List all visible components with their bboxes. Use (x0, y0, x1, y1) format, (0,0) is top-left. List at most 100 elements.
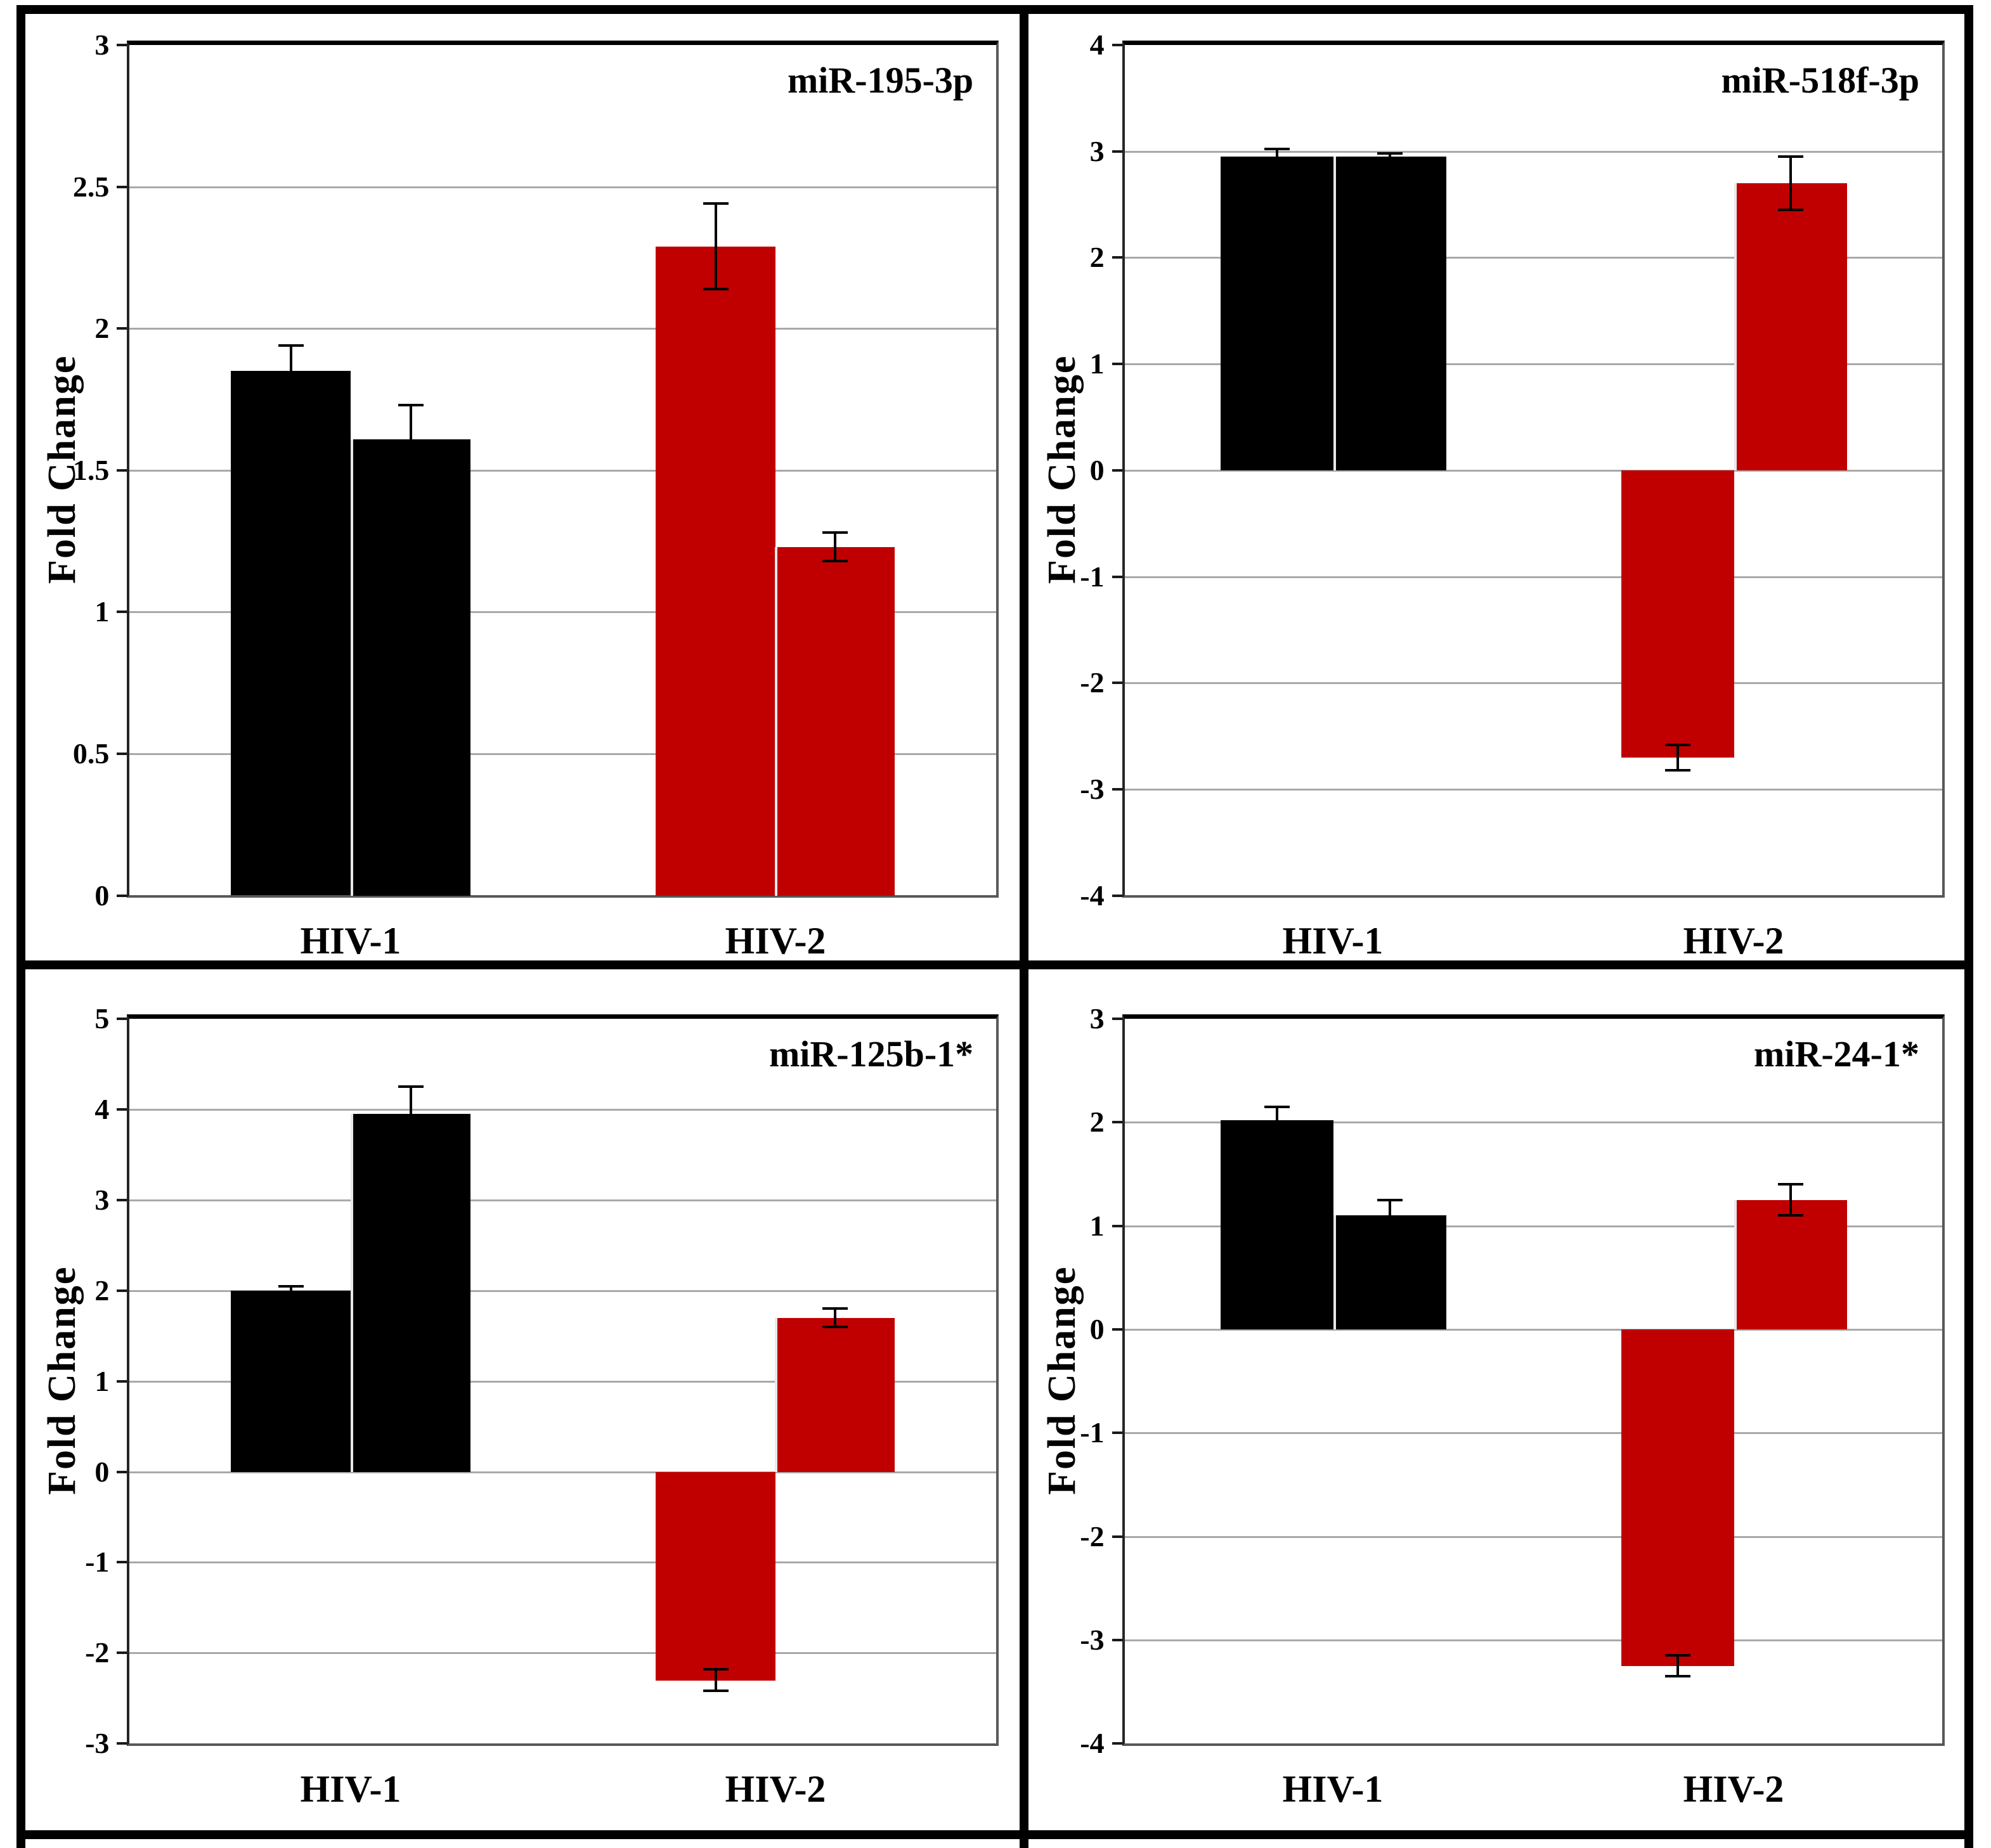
gridline (129, 1108, 997, 1111)
y-tick-mark (1112, 43, 1122, 46)
bar-HIV-2-1 (1621, 470, 1734, 758)
error-bar-cap (278, 1284, 304, 1288)
y-tick-mark (117, 1560, 127, 1563)
y-tick-label: 1 (1089, 1209, 1105, 1242)
error-bar-cap (703, 202, 729, 205)
error-bar-cap (822, 559, 848, 562)
error-bar-cap (822, 1325, 848, 1328)
x-category-label-hiv-1: HIV-1 (1282, 920, 1384, 962)
gridline (1124, 576, 1942, 578)
gridline (129, 327, 997, 330)
error-bar (410, 404, 413, 473)
y-tick-label: -2 (1080, 666, 1105, 699)
y-tick-label: 5 (94, 1002, 110, 1035)
chart-title: miR-195-3p (787, 59, 974, 101)
bar-HIV-2-1 (1621, 1329, 1734, 1666)
x-category-label-hiv-2: HIV-2 (725, 1768, 826, 1810)
bar-HIV-1-2 (1333, 1215, 1446, 1329)
gridline (1124, 1535, 1942, 1538)
figure-border-left (16, 5, 25, 1848)
gridline (129, 1471, 997, 1473)
y-tick-mark (117, 894, 127, 897)
error-bar-cap (1377, 1229, 1403, 1232)
gridline (129, 1199, 997, 1201)
y-tick-mark (1112, 1017, 1122, 1020)
chart-title: miR-125b-1* (769, 1033, 974, 1075)
gridline (129, 186, 997, 188)
error-bar (1789, 1184, 1792, 1215)
x-category-label-hiv-2: HIV-2 (725, 920, 826, 962)
y-tick-mark (117, 1470, 127, 1473)
y-tick-mark (1112, 1328, 1122, 1331)
x-category-label-hiv-2: HIV-2 (1683, 1768, 1784, 1810)
y-tick-label: 2.5 (72, 170, 110, 203)
y-tick-label: 0 (94, 1455, 110, 1488)
gridline (1124, 469, 1942, 472)
gridline (1124, 256, 1942, 259)
error-bar-cap (1664, 743, 1690, 746)
gridline (1124, 1431, 1942, 1434)
error-bar-cap (703, 1667, 729, 1670)
y-tick-mark (117, 43, 127, 46)
y-tick-mark (117, 326, 127, 330)
error-bar-cap (1264, 147, 1290, 150)
gridline (129, 1289, 997, 1292)
y-tick-mark (1112, 681, 1122, 684)
y-tick-label: 0.5 (72, 737, 110, 770)
figure-divider-vertical (1020, 5, 1028, 1848)
panel-1: Fold Change 3 2.5 2 1.5 1 0.5 0 miR-195-3p HIV-1 H… (28, 14, 1020, 962)
error-bar (290, 1286, 293, 1295)
bar-HIV-1-1 (231, 370, 351, 895)
error-bar (1676, 744, 1679, 770)
error-bar (1676, 1655, 1679, 1676)
error-bar (834, 1308, 837, 1327)
gridline (1124, 1121, 1942, 1123)
x-category-label-hiv-1: HIV-1 (300, 1768, 401, 1810)
bar-HIV-1-1 (1220, 156, 1333, 470)
y-tick-mark (117, 468, 127, 472)
y-tick-mark (1112, 894, 1122, 897)
error-bar-cap (278, 344, 304, 347)
plot-area: 3 2 1 0 -1 -2 -3 -4 miR-24-1* (1080, 1002, 1945, 1759)
figure-border-right (1964, 5, 1973, 1848)
y-tick-mark (1112, 255, 1122, 259)
bar-HIV-1-2 (351, 439, 471, 896)
gridline (129, 469, 997, 472)
y-tick-mark (117, 1198, 127, 1201)
y-tick-label: 0 (1089, 1312, 1105, 1345)
y-tick-mark (117, 610, 127, 613)
error-bar (1275, 1106, 1278, 1134)
error-bar-cap (1777, 1182, 1803, 1186)
y-tick-mark (117, 1380, 127, 1383)
chart-title: miR-518f-3p (1721, 59, 1919, 101)
error-bar-cap (822, 1307, 848, 1310)
error-bar-cap (1664, 1653, 1690, 1657)
error-bar-cap (1377, 152, 1403, 155)
y-tick-label: 3 (1089, 134, 1105, 167)
y-tick-mark (117, 1741, 127, 1745)
bar-HIV-2-2 (1734, 183, 1847, 470)
y-tick-mark (117, 1108, 127, 1111)
bar-HIV-2-2 (1734, 1199, 1847, 1329)
plot-area: 5 4 3 2 1 0 -1 -2 -3 miR-125b-1* (85, 1002, 999, 1759)
error-bar (715, 1669, 718, 1691)
figure-divider-horizontal (16, 960, 1973, 969)
y-tick-label: 2 (94, 311, 110, 344)
gridline (1124, 682, 1942, 684)
chart-title: miR-24-1* (1754, 1033, 1919, 1075)
gridline (129, 753, 997, 755)
y-tick-label: 3 (94, 1183, 110, 1216)
y-tick-label: 4 (1089, 28, 1105, 61)
y-tick-label: 1 (1089, 347, 1105, 380)
y-tick-mark (117, 185, 127, 188)
gridline (1124, 1225, 1942, 1227)
gridline (129, 1380, 997, 1383)
x-category-label-hiv-1: HIV-1 (1282, 1768, 1384, 1810)
bar-HIV-2-1 (656, 246, 776, 896)
y-tick-mark (1112, 362, 1122, 365)
y-tick-mark (1112, 1224, 1122, 1227)
y-tick-label: 2 (1089, 1105, 1105, 1138)
error-bar-cap (1664, 1674, 1690, 1677)
y-tick-label: 4 (94, 1092, 110, 1125)
